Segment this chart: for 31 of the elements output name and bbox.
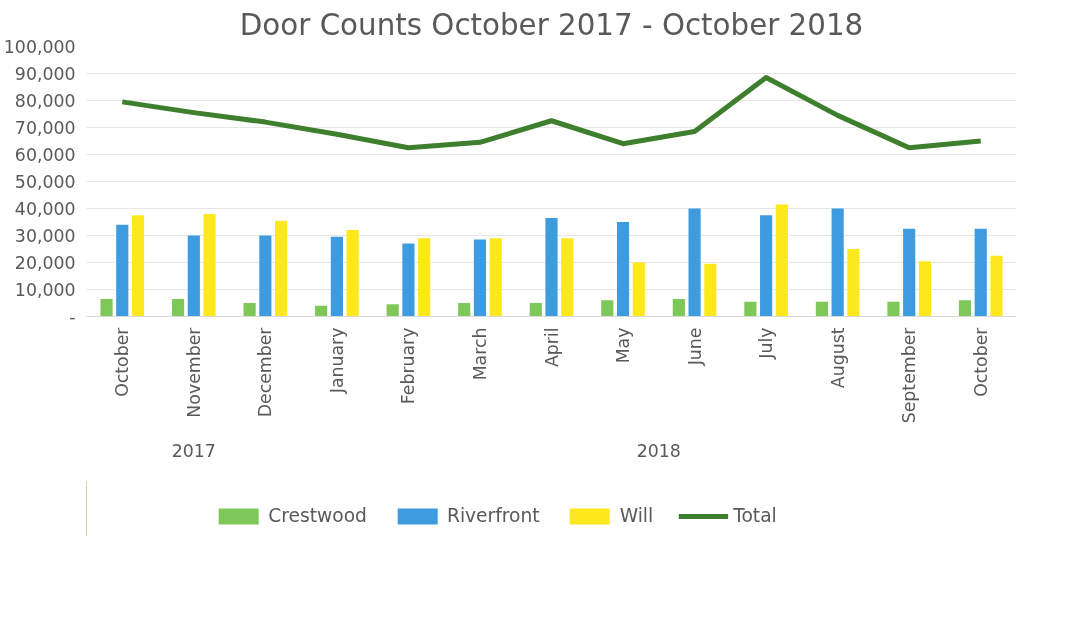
x-tick-label: October — [970, 326, 991, 397]
legend-label: Will — [619, 505, 654, 526]
x-tick-label: February — [398, 327, 419, 405]
y-tick-label: 90,000 — [14, 64, 76, 84]
y-tick-label: 70,000 — [14, 118, 76, 138]
legend-label: Crestwood — [268, 505, 367, 526]
y-tick-label: 30,000 — [14, 226, 76, 246]
x-tick-label: March — [469, 327, 490, 381]
y-tick-label: 50,000 — [14, 172, 76, 192]
x-tick-label: October — [112, 326, 133, 397]
x-tick-label: January — [326, 327, 347, 395]
x-tick-label: April — [541, 327, 562, 368]
y-tick-label: - — [69, 307, 76, 327]
chart-title: Door Counts October 2017 - October 2018 — [239, 7, 864, 42]
y-tick-label: 60,000 — [14, 145, 76, 165]
x-tick-label: November — [183, 326, 204, 418]
y-tick-label: 20,000 — [14, 253, 76, 273]
x-tick-label: August — [827, 327, 848, 389]
y-tick-label: 80,000 — [14, 91, 76, 111]
x-tick-label: July — [756, 327, 777, 360]
x-tick-label: December — [255, 326, 276, 418]
text: 2018 — [636, 441, 681, 462]
y-tick-label: 40,000 — [14, 199, 76, 219]
x-tick-label: September — [899, 326, 920, 424]
text: 2017 — [171, 441, 216, 462]
x-tick-label: June — [684, 327, 705, 367]
legend-label: Riverfront — [446, 505, 540, 526]
y-tick-label: 100,000 — [3, 37, 76, 57]
legend-label: Total — [733, 505, 777, 526]
y-tick-label: 10,000 — [14, 280, 76, 300]
x-tick-label: May — [613, 327, 634, 364]
